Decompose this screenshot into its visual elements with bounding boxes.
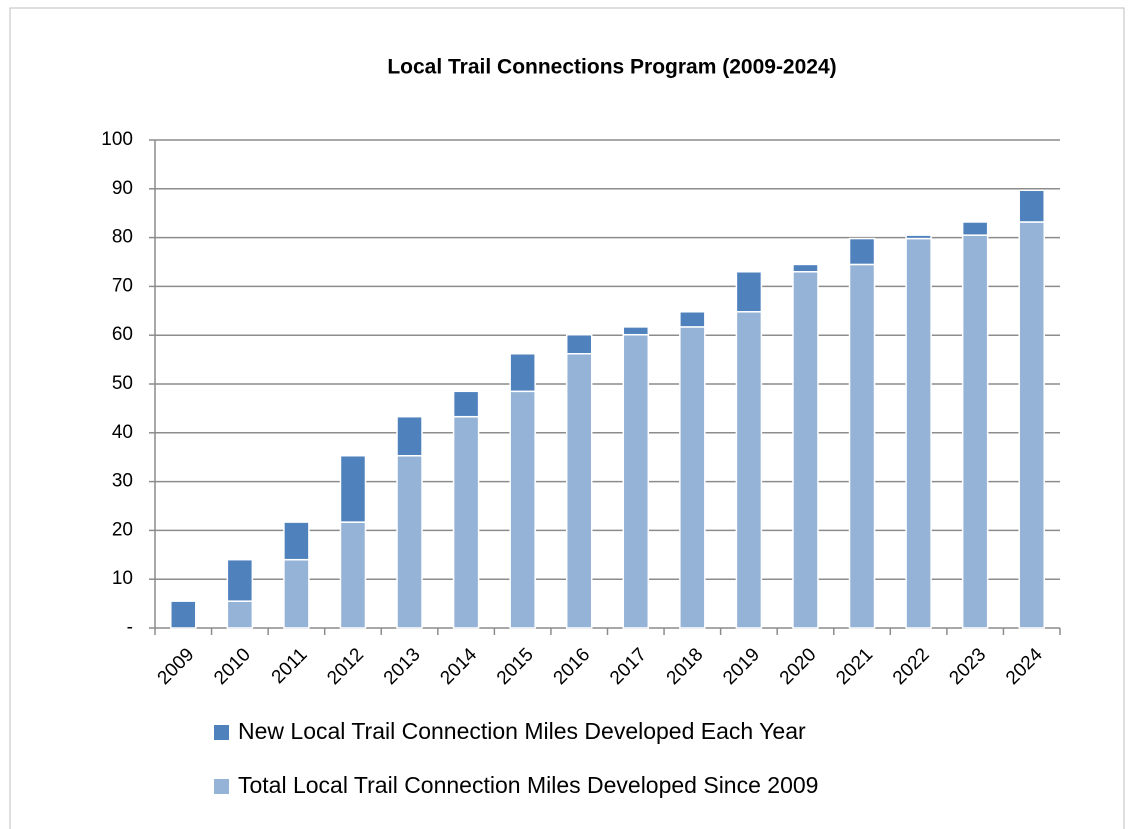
bar-segment [226,600,254,629]
bar-segment [565,333,593,355]
bar-segment [735,271,763,313]
bar-segment [792,263,819,273]
bar-segment [622,326,650,336]
bar-segment [565,352,593,629]
y-tick-label: 50 [112,373,133,394]
y-tick-label: 80 [112,227,133,248]
bar-segment [622,333,650,629]
bar-segment [735,311,763,629]
y-tick-label: 40 [112,422,133,443]
y-tick-label: 10 [112,568,133,589]
bar-segment [452,390,480,418]
bar-segment [170,600,197,629]
y-tick-label: 60 [112,324,133,345]
bar-segment [961,234,989,629]
y-tick-label: 100 [101,129,133,150]
y-tick-label: 30 [112,471,133,492]
bar-segment [452,415,480,629]
y-tick-label: 70 [112,275,133,296]
bar-segment [339,521,367,629]
bar-segment [396,454,423,629]
chart-title: Local Trail Connections Program (2009-20… [387,56,836,79]
legend-label: New Local Trail Connection Miles Develop… [238,718,806,744]
bar-segment [905,234,932,240]
bar-segment [792,271,819,629]
legend-swatch [214,779,229,794]
bar-segment [848,263,876,629]
bar-segment [509,390,536,629]
bar-segment [226,558,254,602]
bar-segment [339,454,367,523]
bar-segment [283,558,310,629]
y-tick-label: 90 [112,178,133,199]
legend-swatch [214,725,229,740]
y-tick-label: 20 [112,519,133,540]
bar-segment [1018,221,1045,629]
bar-segment [396,415,423,457]
bar-segment [961,221,989,236]
y-tick-label: - [127,617,133,638]
bar-segment [283,521,310,561]
bar-segment [905,237,932,629]
bar-segment [509,352,536,393]
bar-segment [679,311,706,328]
bar-segment [848,237,876,266]
bar-segment [679,326,706,629]
bar-segment [1018,189,1045,223]
legend-label: Total Local Trail Connection Miles Devel… [238,772,818,798]
